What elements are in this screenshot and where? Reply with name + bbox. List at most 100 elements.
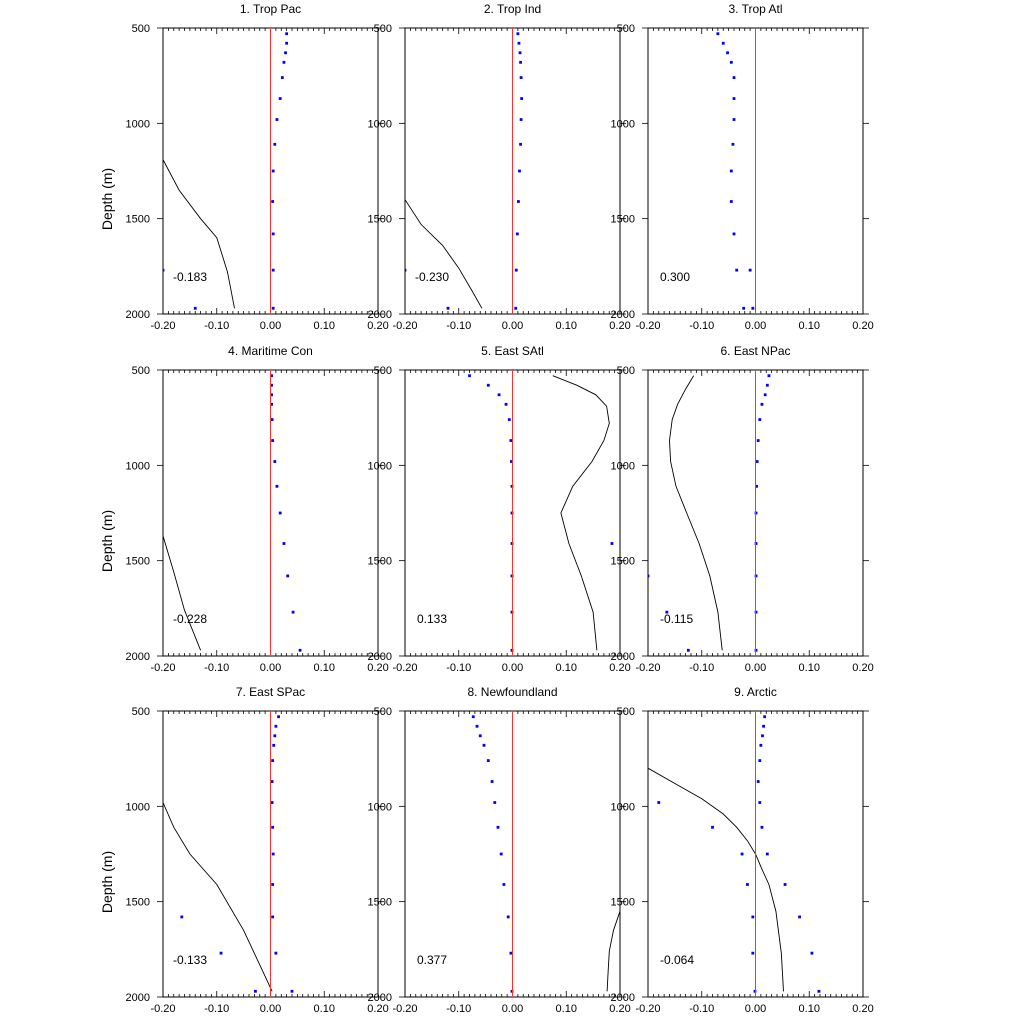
data-point	[180, 915, 184, 919]
panel-2: 2. Trop Ind -0.20 -0.10 0.00 0.10 0.20 500 1000…	[368, 2, 631, 332]
y-tick-label: 500	[374, 23, 392, 35]
data-point	[758, 418, 762, 421]
data-point	[740, 852, 744, 856]
x-tick-label: 0.20	[852, 320, 873, 332]
x-tick-label: 0.10	[556, 320, 577, 332]
y-tick-label: 500	[617, 706, 635, 718]
data-point	[270, 801, 274, 804]
data-point	[271, 268, 275, 272]
x-tick-label: 0.20	[852, 1003, 873, 1015]
panel-stat-value: 0.377	[417, 953, 447, 967]
y-tick-label: 500	[132, 706, 150, 718]
x-tick-label: -0.10	[689, 1003, 714, 1015]
panel-stat-value: -0.115	[660, 612, 693, 626]
y-tick-label: 2000	[368, 992, 392, 1004]
data-point	[755, 484, 758, 488]
y-tick-label: 1500	[368, 897, 392, 909]
x-tick-label: -0.20	[150, 320, 175, 332]
panel-title: 3. Trop Atl	[728, 2, 782, 16]
panel-data	[405, 28, 524, 314]
y-tick-label: 1000	[368, 118, 392, 130]
data-point	[755, 460, 759, 463]
data-point	[754, 648, 758, 652]
y-tick-label: 2000	[126, 309, 150, 321]
y-axis-label: Depth (m)	[99, 510, 115, 572]
y-tick-label: 500	[132, 365, 150, 377]
data-point	[272, 743, 276, 747]
data-point	[731, 142, 735, 146]
data-point	[271, 852, 275, 856]
x-tick-label: 0.10	[799, 1003, 820, 1015]
y-tick-label: 1500	[611, 214, 635, 226]
y-tick-label: 2000	[368, 651, 392, 663]
panel-stat-value: -0.133	[173, 953, 207, 967]
data-point	[520, 97, 524, 100]
x-tick-label: 0.20	[609, 1003, 630, 1015]
panel-data	[471, 711, 620, 997]
panel-stat-value: -0.064	[660, 953, 694, 967]
data-point	[763, 393, 767, 397]
panel-title: 7. East SPac	[236, 685, 305, 699]
y-axis-label: Depth (m)	[99, 851, 115, 913]
data-point	[502, 883, 506, 886]
x-tick-label: 0.10	[556, 662, 577, 674]
y-tick-label: 500	[617, 23, 635, 35]
x-tick-label: 0.10	[314, 662, 335, 674]
panel-stat-value: -0.183	[173, 270, 207, 284]
data-point	[729, 60, 733, 64]
x-tick-label: -0.10	[204, 1003, 229, 1015]
data-point	[514, 306, 518, 310]
y-tick-label: 1000	[126, 801, 150, 813]
profile-curve	[405, 199, 483, 309]
panel-title: 8. Newfoundland	[467, 685, 557, 699]
y-tick-label: 500	[132, 23, 150, 35]
data-point	[486, 383, 490, 387]
data-point	[278, 511, 282, 515]
data-point	[754, 511, 758, 515]
data-point	[514, 268, 518, 272]
data-point	[732, 118, 736, 121]
y-tick-label: 500	[374, 365, 392, 377]
x-tick-label: 0.10	[556, 1003, 577, 1015]
panel-stat-value: 0.300	[660, 270, 690, 284]
data-point	[270, 383, 273, 387]
panel-stat-value: 0.133	[417, 612, 447, 626]
x-tick-label: -0.10	[446, 1003, 471, 1015]
x-tick-label: -0.20	[150, 662, 175, 674]
y-tick-label: 1000	[611, 801, 635, 813]
profile-curve	[163, 535, 202, 651]
x-tick-label: 0.10	[314, 1003, 335, 1015]
data-point	[478, 734, 482, 738]
x-tick-label: -0.10	[446, 662, 471, 674]
panel-stat-value: -0.230	[415, 270, 449, 284]
data-point	[490, 780, 494, 783]
data-point	[648, 574, 650, 578]
x-tick-label: -0.10	[204, 662, 229, 674]
data-point	[274, 724, 278, 728]
y-tick-label: 500	[617, 365, 635, 377]
data-point	[510, 648, 514, 652]
data-point	[271, 825, 275, 829]
data-point	[285, 32, 289, 36]
data-point	[510, 542, 514, 545]
data-point	[482, 743, 486, 747]
y-tick-label: 2000	[611, 992, 635, 1004]
data-point	[817, 989, 821, 993]
data-point	[509, 439, 513, 442]
data-point	[517, 41, 521, 45]
x-tick-label: -0.10	[446, 320, 471, 332]
panel-title: 2. Trop Ind	[484, 2, 541, 16]
data-point	[510, 460, 513, 463]
data-point	[761, 734, 764, 738]
y-tick-label: 1500	[126, 897, 150, 909]
y-tick-label: 1000	[126, 118, 150, 130]
data-point	[735, 268, 739, 272]
data-point	[748, 268, 752, 272]
profile-curve	[669, 375, 723, 651]
data-point	[754, 542, 758, 545]
profile-curve	[648, 767, 784, 992]
data-point	[446, 306, 450, 310]
data-point	[405, 268, 407, 272]
data-point	[716, 32, 720, 36]
